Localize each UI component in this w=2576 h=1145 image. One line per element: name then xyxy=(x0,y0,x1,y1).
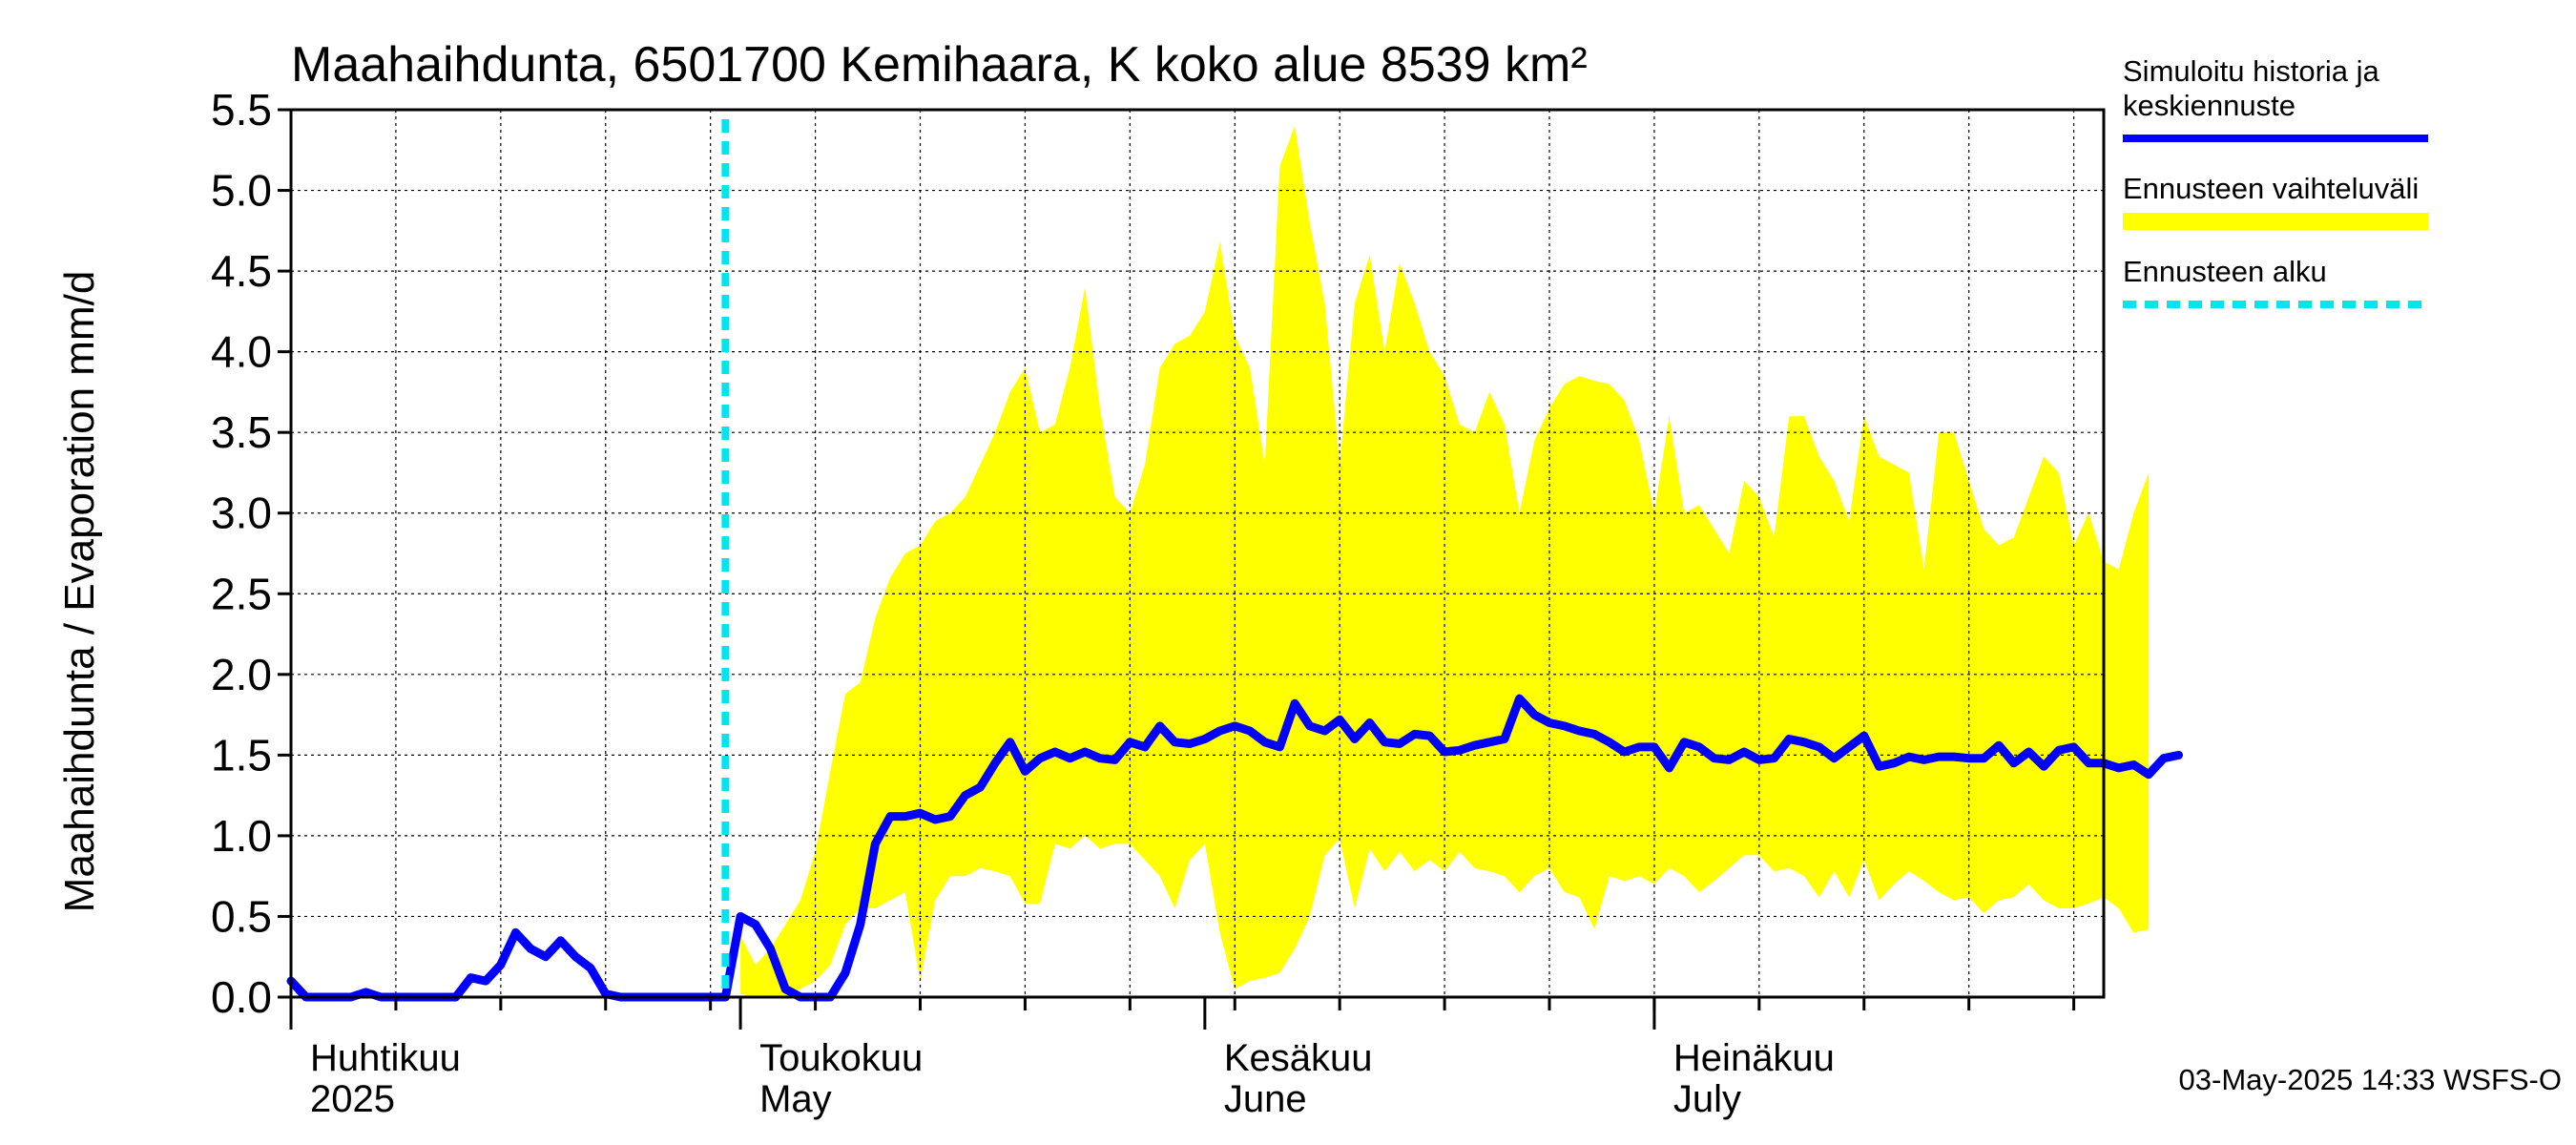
legend-label: Simuloitu historia ja xyxy=(2123,54,2380,88)
y-tick-label: 1.5 xyxy=(211,730,272,780)
plot-area xyxy=(286,108,2183,1002)
y-tick-label: 3.5 xyxy=(211,407,272,457)
month-label-fi: Huhtikuu xyxy=(310,1037,461,1079)
y-tick-label: 0.5 xyxy=(211,891,272,941)
forecast-range-band xyxy=(740,125,2150,997)
y-tick-label: 2.5 xyxy=(211,569,272,618)
legend-label: keskiennuste xyxy=(2123,89,2296,122)
legend-label: Ennusteen vaihteluväli xyxy=(2123,172,2419,205)
plot-frame xyxy=(289,108,2106,999)
y-tick-label: 4.0 xyxy=(211,327,272,377)
y-axis: 0.0 0.5 1.0 1.5 2.0 2.5 3.0 3.5 4.0 4.5 5.0 5.5 xyxy=(211,85,291,1022)
y-tick-label: 0.0 xyxy=(211,972,272,1022)
series-layer xyxy=(286,119,2183,1002)
month-label-fi: Toukokuu xyxy=(759,1037,923,1079)
month-label-en: June xyxy=(1224,1078,1307,1120)
footer-timestamp: 03-May-2025 14:33 WSFS-O xyxy=(2179,1063,2562,1096)
simulated-series-line xyxy=(286,694,2183,1002)
y-tick-label: 1.0 xyxy=(211,811,272,861)
legend-label: Ennusteen alku xyxy=(2123,255,2327,288)
forecast-range-layer xyxy=(740,125,2150,997)
y-tick-label: 5.0 xyxy=(211,166,272,216)
chart-title: Maahaihdunta, 6501700 Kemihaara, K koko … xyxy=(291,37,1588,93)
y-tick-label: 2.0 xyxy=(211,650,272,699)
grid-layer xyxy=(291,109,2104,998)
y-axis-label: Maahaihdunta / Evaporation mm/d xyxy=(56,271,103,913)
y-tick-label: 5.5 xyxy=(211,85,272,135)
month-label-fi: Kesäkuu xyxy=(1224,1037,1373,1079)
y-tick-label: 3.0 xyxy=(211,489,272,538)
month-label-en: 2025 xyxy=(310,1078,395,1120)
month-label-en: July xyxy=(1673,1078,1741,1120)
y-tick-label: 4.5 xyxy=(211,246,272,296)
month-label-en: May xyxy=(759,1078,832,1120)
month-label-fi: Heinäkuu xyxy=(1673,1037,1835,1079)
